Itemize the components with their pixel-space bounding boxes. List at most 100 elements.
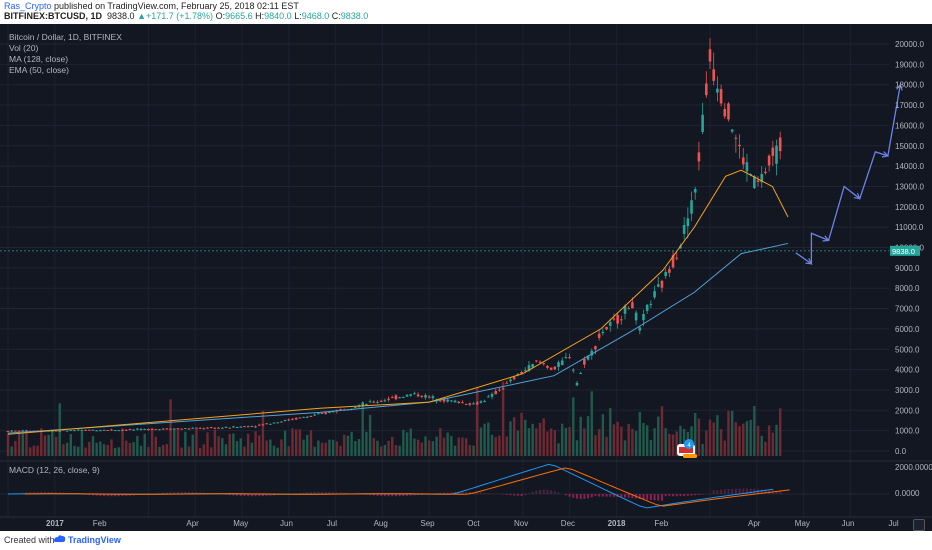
candle-body	[512, 377, 516, 380]
macd-hist-bar	[321, 491, 324, 494]
volume-bar	[224, 444, 228, 456]
macd-hist-bar	[188, 491, 191, 494]
candle-body	[305, 416, 309, 418]
volume-bar	[328, 439, 331, 456]
macd-hist-bar	[195, 492, 198, 494]
macd-hist-bar	[742, 488, 745, 494]
candle-body	[523, 370, 527, 372]
volume-bar	[187, 446, 191, 456]
candle-body	[158, 429, 161, 431]
volume-bar	[91, 436, 95, 456]
macd-hist-bar	[745, 488, 748, 494]
volume-bar	[431, 441, 435, 456]
macd-hist-bar	[58, 492, 61, 494]
candle-body	[99, 430, 102, 432]
volume-bar	[306, 434, 309, 456]
macd-hist-bar	[701, 494, 704, 495]
candle-body	[220, 427, 224, 429]
macd-hist-bar	[328, 491, 331, 494]
macd-hist-bar	[712, 490, 715, 494]
candle-body	[679, 245, 682, 249]
volume-bar	[73, 445, 76, 456]
volume-bar	[542, 418, 545, 456]
price-tick-label: 1000.0	[895, 427, 920, 436]
candle-body	[487, 396, 490, 398]
volume-bar	[28, 447, 32, 456]
legend-ma[interactable]: MA (128, close)	[9, 54, 69, 64]
volume-bar	[664, 428, 667, 456]
author-link[interactable]: Ras_Crypto	[4, 1, 52, 11]
volume-bar	[228, 433, 231, 456]
volume-bar	[239, 438, 242, 456]
legend-vol[interactable]: Vol (20)	[9, 43, 39, 53]
volume-bar	[398, 445, 401, 456]
candle-body	[206, 427, 209, 429]
time-tick-label: Apr	[186, 519, 199, 528]
volume-bar	[638, 412, 641, 456]
volume-bar	[590, 391, 593, 456]
macd-hist-bar	[439, 492, 442, 494]
macd-hist-bar	[103, 494, 106, 497]
chart-area[interactable]: 4 20000.0 19000.0 18000.0 17000.0 16000.0 1500…	[0, 24, 932, 531]
scroll-to-realtime-button[interactable]	[913, 519, 925, 531]
price-chart[interactable]: 4 20000.0 19000.0 18000.0 17000.0 16000.0 1500…	[0, 24, 932, 531]
candle-body	[195, 427, 198, 429]
close-label: C:	[331, 11, 341, 21]
volume-bar	[771, 432, 775, 456]
candle-body	[546, 365, 549, 368]
tradingview-brand[interactable]: TradingView	[68, 535, 121, 545]
volume-bar	[221, 438, 224, 456]
candle-body	[438, 400, 442, 402]
volume-bar	[169, 399, 172, 456]
volume-bar	[579, 416, 582, 456]
macd-hist-bar	[95, 494, 98, 496]
candle-body	[738, 144, 741, 147]
volume-bar	[14, 440, 17, 456]
volume-bar	[749, 419, 752, 456]
candle-body	[250, 426, 254, 428]
macd-hist-bar	[646, 494, 649, 500]
volume-bar	[117, 447, 121, 456]
volume-bar	[161, 445, 165, 456]
low-label: L:	[294, 11, 302, 21]
macd-hist-bar	[520, 494, 523, 496]
legend-ema[interactable]: EMA (50, close)	[9, 65, 69, 75]
macd-hist-bar	[258, 494, 261, 497]
candle-body	[620, 319, 623, 321]
macd-hist-bar	[583, 494, 586, 499]
volume-bar	[505, 436, 508, 456]
candle-body	[228, 427, 231, 429]
macd-hist-bar	[184, 491, 187, 494]
volume-bar	[25, 432, 28, 456]
candle-body	[708, 49, 712, 62]
macd-hist-bar	[579, 494, 582, 499]
candle-body	[265, 423, 268, 425]
volume-bar	[601, 414, 605, 456]
candle-body	[535, 360, 538, 362]
volume-bar	[335, 441, 339, 456]
candle-body	[601, 331, 605, 334]
candle-body	[431, 396, 435, 399]
candle-body	[501, 388, 505, 390]
volume-bar	[65, 442, 69, 456]
candle-body	[202, 428, 206, 430]
candle-body	[69, 430, 73, 432]
candle-body	[483, 401, 486, 403]
candle-body	[416, 394, 420, 397]
volume-bar	[350, 431, 353, 456]
signal-line	[24, 467, 790, 507]
candle-body	[394, 395, 398, 400]
price-change: +171.7 (+1.78%)	[146, 11, 214, 21]
candle-body	[468, 403, 472, 405]
volume-bar	[294, 429, 298, 456]
macd-hist-bar	[620, 494, 623, 498]
volume-bar	[753, 406, 756, 456]
flag-count-badge	[684, 439, 694, 449]
volume-bar	[668, 433, 671, 456]
price-tick-label: 19000.0	[895, 60, 924, 69]
price-tick-label: 5000.0	[895, 345, 920, 354]
candle-body	[571, 369, 575, 371]
candle-body	[280, 421, 283, 423]
legend-macd[interactable]: MACD (12, 26, close, 9)	[9, 465, 100, 475]
macd-hist-bar	[298, 492, 301, 494]
